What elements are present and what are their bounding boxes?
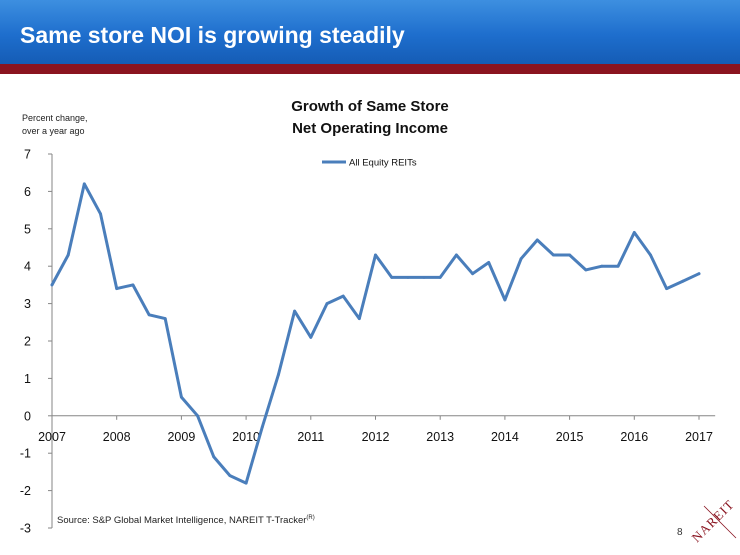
x-tick-label: 2013 bbox=[426, 430, 454, 444]
legend-label: All Equity REITs bbox=[349, 158, 417, 169]
x-tick-label: 2007 bbox=[38, 430, 66, 444]
data-point bbox=[131, 283, 135, 287]
data-point bbox=[422, 276, 426, 279]
data-point bbox=[50, 283, 54, 287]
data-point bbox=[649, 253, 652, 257]
data-point bbox=[277, 373, 280, 377]
x-tick-label: 2015 bbox=[556, 430, 584, 444]
data-point bbox=[390, 276, 394, 279]
chart-title-line-2: Net Operating Income bbox=[292, 120, 448, 137]
data-point bbox=[503, 298, 507, 302]
data-point bbox=[260, 425, 264, 429]
data-point bbox=[228, 474, 232, 477]
data-point bbox=[584, 268, 588, 272]
x-tick-label: 2010 bbox=[232, 430, 260, 444]
x-tick-label: 2008 bbox=[103, 430, 131, 444]
data-point bbox=[309, 335, 313, 339]
y-tick-label: 7 bbox=[24, 148, 31, 162]
svg-text:NAREIT: NAREIT bbox=[689, 497, 738, 546]
y-tick-label: 4 bbox=[24, 260, 31, 274]
data-point bbox=[115, 287, 119, 290]
nareit-logo: NAREIT bbox=[689, 497, 738, 546]
data-point bbox=[406, 276, 410, 279]
data-point bbox=[341, 294, 345, 298]
x-tick-label: 2012 bbox=[362, 430, 390, 444]
y-tick-label: -3 bbox=[20, 522, 31, 536]
header-accent-bar bbox=[0, 64, 740, 74]
data-point bbox=[616, 264, 620, 268]
data-point bbox=[471, 272, 474, 276]
data-point bbox=[552, 253, 555, 257]
source-note: Source: S&P Global Market Intelligence, … bbox=[57, 515, 315, 526]
data-point bbox=[374, 253, 377, 257]
data-point bbox=[665, 287, 668, 290]
data-point bbox=[455, 253, 458, 257]
x-tick-label: 2011 bbox=[297, 430, 324, 444]
data-point bbox=[244, 481, 248, 485]
chart-title-line-1: Growth of Same Store bbox=[291, 98, 449, 115]
y-tick-label: 2 bbox=[24, 335, 31, 349]
y-tick-label: 1 bbox=[24, 372, 31, 386]
y-tick-label: -2 bbox=[20, 484, 31, 498]
data-point bbox=[99, 212, 102, 216]
data-point bbox=[535, 238, 539, 242]
data-point bbox=[519, 257, 523, 261]
chart-title: Growth of Same Store Net Operating Incom… bbox=[230, 96, 510, 140]
y-tick-label: 3 bbox=[24, 297, 31, 311]
header-banner: Same store NOI is growing steadily bbox=[0, 0, 740, 64]
x-tick-label: 2017 bbox=[685, 430, 713, 444]
source-registered-mark: (R) bbox=[306, 515, 315, 521]
data-point bbox=[293, 309, 296, 313]
y-tick-label: -1 bbox=[20, 447, 31, 461]
x-tick-label: 2016 bbox=[620, 430, 648, 444]
data-point bbox=[600, 264, 604, 268]
y-tick-label: 0 bbox=[24, 409, 31, 423]
x-tick-label: 2014 bbox=[491, 430, 519, 444]
data-point bbox=[196, 414, 200, 418]
data-point bbox=[438, 276, 442, 279]
data-point bbox=[697, 272, 701, 276]
source-text: Source: S&P Global Market Intelligence, … bbox=[57, 515, 307, 527]
x-tick-label: 2009 bbox=[167, 430, 195, 444]
data-point bbox=[487, 261, 491, 264]
data-point bbox=[147, 313, 151, 317]
data-point bbox=[681, 279, 685, 283]
data-point bbox=[82, 182, 86, 186]
y-tick-label: 5 bbox=[24, 222, 31, 236]
data-point bbox=[180, 395, 183, 399]
page-number: 8 bbox=[677, 527, 683, 538]
data-point bbox=[66, 253, 70, 257]
data-point bbox=[325, 302, 329, 305]
data-point bbox=[212, 455, 216, 459]
y-axis-unit-line-2: over a year ago bbox=[22, 126, 85, 136]
y-axis-unit-label: Percent change, over a year ago bbox=[22, 112, 142, 138]
page-title: Same store NOI is growing steadily bbox=[20, 22, 405, 48]
data-point bbox=[632, 231, 636, 234]
data-point bbox=[568, 253, 571, 257]
y-axis-unit-line-1: Percent change, bbox=[22, 113, 88, 123]
data-point bbox=[163, 317, 167, 320]
y-tick-label: 6 bbox=[24, 185, 31, 199]
data-point bbox=[357, 317, 361, 320]
